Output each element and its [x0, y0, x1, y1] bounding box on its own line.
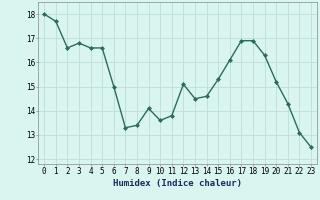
X-axis label: Humidex (Indice chaleur): Humidex (Indice chaleur) [113, 179, 242, 188]
